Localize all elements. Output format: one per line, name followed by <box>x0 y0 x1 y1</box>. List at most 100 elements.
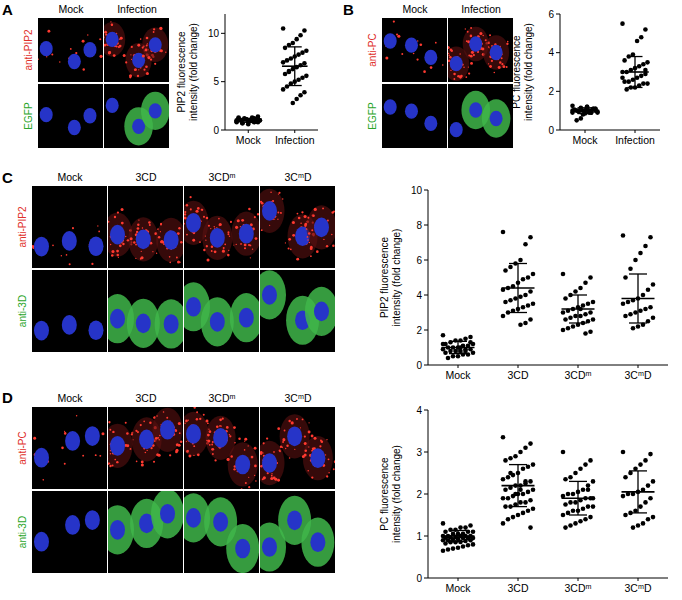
red-punctum <box>214 226 215 227</box>
red-punctum <box>244 438 247 441</box>
data-point <box>621 301 626 306</box>
red-punctum <box>310 255 312 257</box>
data-point <box>466 543 471 548</box>
red-punctum <box>307 236 309 238</box>
x-tick-label: Mock <box>572 134 598 146</box>
data-point <box>628 266 633 271</box>
sd-bar <box>637 471 638 513</box>
red-punctum <box>227 254 230 257</box>
micrograph <box>38 84 103 148</box>
red-punctum <box>300 223 302 225</box>
red-punctum <box>125 422 127 424</box>
red-punctum <box>142 54 145 57</box>
red-punctum <box>506 43 508 45</box>
nucleus <box>405 104 418 119</box>
micrograph <box>32 491 107 573</box>
red-punctum <box>423 70 426 73</box>
red-punctum <box>490 66 492 68</box>
data-point <box>468 538 473 543</box>
red-punctum <box>99 455 101 457</box>
y-axis-label: intensity (fold change) <box>391 229 402 327</box>
y-axis-label: PC fluorescence <box>511 35 522 109</box>
red-punctum <box>222 250 225 253</box>
data-point <box>639 74 644 79</box>
red-punctum <box>506 66 508 68</box>
red-punctum <box>133 241 135 243</box>
red-punctum <box>176 429 178 431</box>
red-punctum <box>121 208 124 211</box>
red-punctum <box>137 223 139 225</box>
sd-cap <box>509 263 527 264</box>
nucleus <box>68 54 81 69</box>
red-punctum <box>208 225 210 227</box>
image-background <box>32 407 107 489</box>
red-punctum <box>59 61 60 62</box>
red-punctum <box>206 259 209 262</box>
red-punctum <box>137 44 140 47</box>
red-punctum <box>430 66 433 69</box>
red-punctum <box>326 245 328 247</box>
red-punctum <box>481 47 484 50</box>
red-punctum <box>229 236 230 237</box>
nucleus <box>136 314 151 334</box>
column-label: Infection <box>461 3 501 15</box>
data-point <box>581 506 586 511</box>
data-point <box>568 500 573 505</box>
red-punctum <box>502 65 505 68</box>
red-punctum <box>157 437 159 439</box>
data-point <box>638 308 643 313</box>
red-punctum <box>110 453 111 454</box>
nucleus <box>239 308 254 328</box>
cytoplasm-signal <box>155 299 183 348</box>
red-punctum <box>169 256 171 258</box>
data-point <box>636 523 641 528</box>
micrograph <box>184 186 259 268</box>
data-point <box>622 79 627 84</box>
axes: 0246810Mock3CD3CDᵐ3CᵐD <box>411 185 668 382</box>
red-punctum <box>154 63 156 65</box>
red-punctum <box>459 53 461 55</box>
nucleus <box>110 436 125 456</box>
red-punctum <box>326 439 327 440</box>
red-punctum <box>108 51 111 54</box>
red-punctum <box>286 445 288 447</box>
red-punctum <box>184 213 186 215</box>
data-point <box>508 456 513 461</box>
data-point <box>468 335 473 340</box>
data-point <box>574 118 579 123</box>
red-punctum <box>155 437 158 440</box>
red-punctum <box>326 475 328 477</box>
red-punctum <box>122 243 124 245</box>
nucleus <box>85 510 100 530</box>
data-point <box>528 441 533 446</box>
y-tick <box>424 536 428 537</box>
red-punctum <box>223 247 225 249</box>
red-punctum <box>310 247 313 250</box>
red-punctum <box>262 478 264 480</box>
nucleus <box>210 312 225 332</box>
nucleus <box>186 424 201 444</box>
data-point <box>623 275 628 280</box>
red-punctum <box>277 219 278 220</box>
red-punctum <box>135 69 137 71</box>
data-point <box>501 521 506 526</box>
y-tick <box>556 14 560 15</box>
red-punctum <box>244 441 245 442</box>
red-punctum <box>270 191 272 193</box>
x-axis <box>225 130 318 131</box>
image-background <box>38 18 103 82</box>
red-punctum <box>457 75 460 78</box>
red-punctum <box>206 217 209 220</box>
sd-cap <box>569 294 587 295</box>
red-punctum <box>108 463 109 465</box>
data-point <box>501 496 506 501</box>
image-background <box>108 407 183 489</box>
red-punctum <box>304 215 307 218</box>
data-point <box>583 280 588 285</box>
data-point <box>648 496 653 501</box>
data-point <box>588 458 593 463</box>
data-point <box>568 315 573 320</box>
red-punctum <box>234 442 236 444</box>
red-punctum <box>140 258 142 260</box>
axes: 0246MockInfection <box>548 9 660 147</box>
